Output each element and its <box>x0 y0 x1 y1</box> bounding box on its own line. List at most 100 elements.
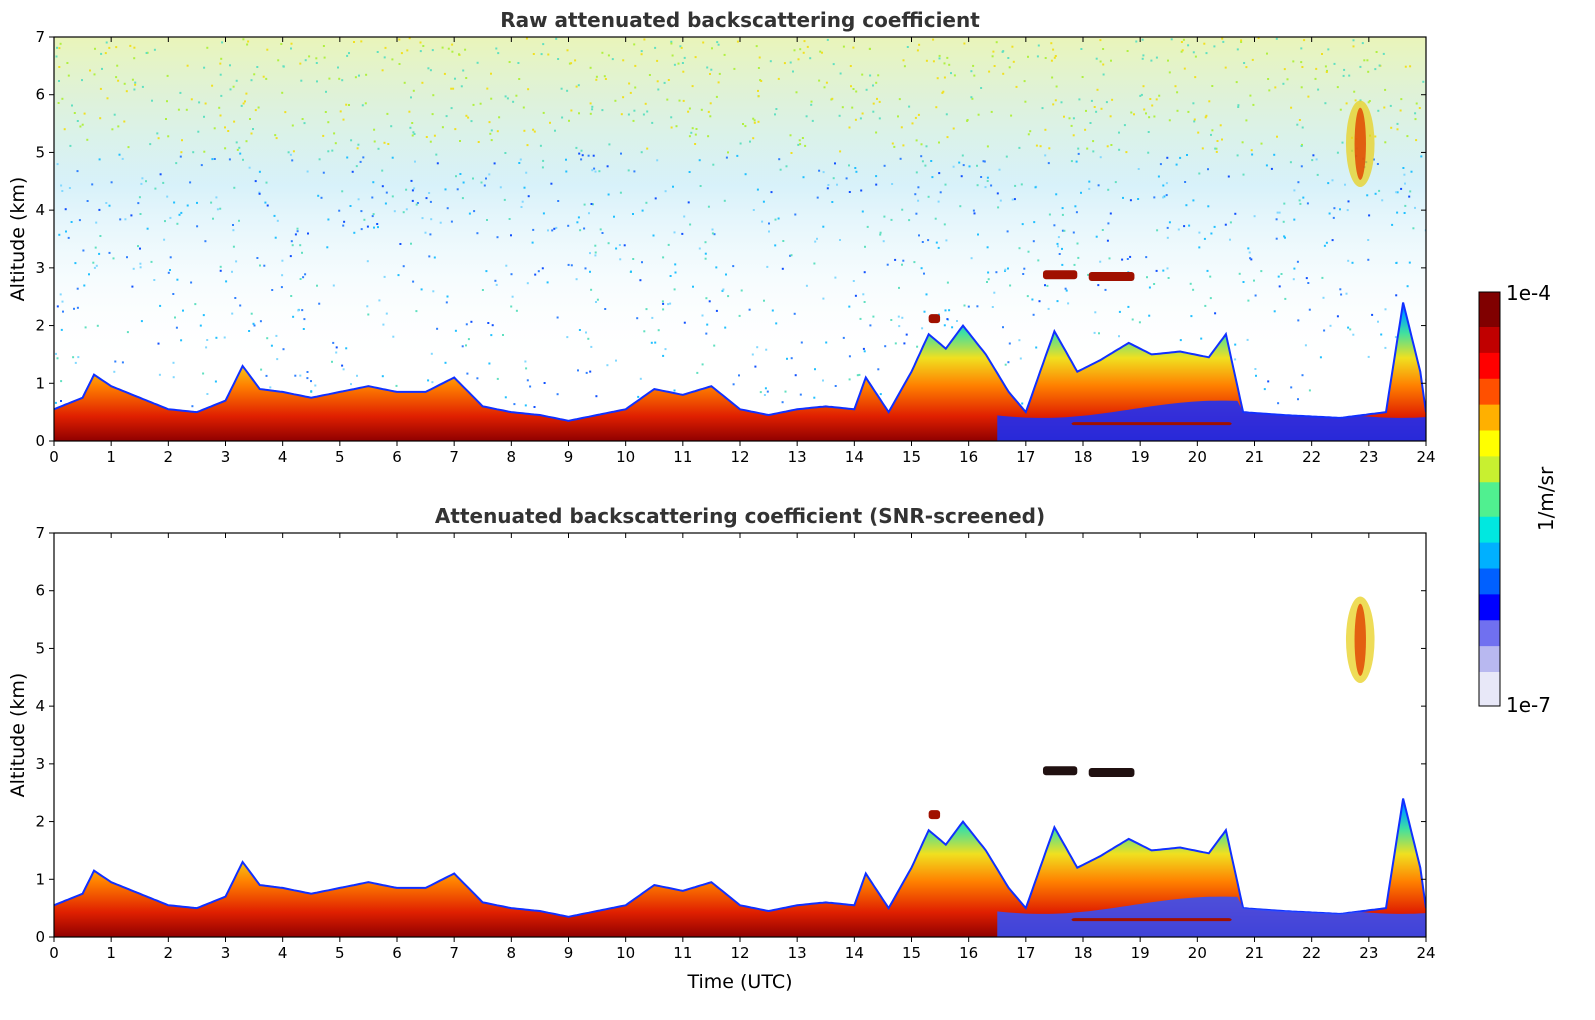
noise-speckle <box>971 97 974 100</box>
noise-speckle <box>411 199 414 202</box>
noise-speckle <box>1174 85 1177 88</box>
noise-speckle <box>599 228 602 231</box>
noise-speckle <box>702 41 705 44</box>
noise-speckle <box>886 263 889 266</box>
noise-speckle <box>770 191 773 194</box>
noise-speckle <box>411 189 414 192</box>
noise-speckle <box>1037 259 1040 262</box>
noise-speckle <box>753 119 756 122</box>
noise-speckle <box>284 111 287 114</box>
noise-speckle <box>1368 214 1371 217</box>
noise-speckle <box>711 232 714 235</box>
x-tick-label: 13 <box>788 448 807 466</box>
noise-speckle <box>1321 53 1323 55</box>
colorbar-swatch <box>1479 550 1500 560</box>
noise-speckle <box>276 358 279 361</box>
colorbar-swatch <box>1479 654 1500 664</box>
noise-speckle <box>1245 119 1248 122</box>
noise-speckle <box>291 124 294 127</box>
noise-speckle <box>282 348 285 351</box>
noise-speckle <box>901 208 904 211</box>
noise-speckle <box>310 380 312 383</box>
noise-speckle <box>712 163 715 166</box>
noise-speckle <box>1325 241 1328 244</box>
noise-speckle <box>422 45 425 47</box>
noise-speckle <box>937 200 940 203</box>
boundary-layer-edge <box>54 302 1426 422</box>
noise-speckle <box>372 181 375 184</box>
noise-speckle <box>1114 181 1117 184</box>
noise-speckle <box>93 73 96 76</box>
noise-speckle <box>948 63 951 66</box>
noise-speckle <box>496 130 499 133</box>
noise-speckle <box>578 329 581 331</box>
noise-speckle <box>826 38 829 41</box>
colorbar-swatch <box>1479 516 1500 526</box>
noise-speckle <box>1395 262 1398 264</box>
noise-speckle <box>632 119 635 122</box>
noise-speckle <box>331 149 334 152</box>
noise-speckle <box>1177 228 1180 231</box>
y-tick-label: 4 <box>35 201 45 219</box>
x-tick-label: 16 <box>959 448 978 466</box>
noise-speckle <box>623 244 626 247</box>
noise-speckle <box>1384 308 1387 311</box>
noise-speckle <box>485 177 487 180</box>
noise-speckle <box>590 288 593 291</box>
noise-speckle <box>1063 115 1065 118</box>
noise-speckle <box>468 212 471 215</box>
noise-speckle <box>318 302 321 305</box>
noise-speckle <box>1374 135 1377 138</box>
noise-speckle <box>662 302 665 305</box>
noise-speckle <box>303 122 306 125</box>
noise-speckle <box>629 91 632 94</box>
noise-speckle <box>415 310 418 313</box>
noise-speckle <box>984 186 987 189</box>
noise-speckle <box>775 108 778 110</box>
noise-speckle <box>804 144 807 147</box>
noise-speckle <box>570 264 573 267</box>
noise-speckle <box>990 184 993 187</box>
noise-speckle <box>1323 244 1326 247</box>
noise-speckle <box>290 47 292 50</box>
noise-speckle <box>425 197 428 200</box>
noise-speckle <box>98 252 101 255</box>
noise-speckle <box>897 315 900 318</box>
noise-speckle <box>583 203 586 206</box>
noise-speckle <box>266 48 269 51</box>
noise-speckle <box>717 81 720 84</box>
noise-speckle <box>62 310 64 313</box>
noise-speckle <box>1378 64 1381 67</box>
noise-speckle <box>333 132 336 135</box>
noise-speckle <box>420 288 423 291</box>
noise-speckle <box>913 261 916 264</box>
noise-speckle <box>607 242 610 245</box>
noise-speckle <box>61 97 64 100</box>
noise-speckle <box>182 309 184 312</box>
noise-speckle <box>93 266 96 269</box>
noise-speckle <box>106 97 109 100</box>
noise-speckle <box>132 267 135 270</box>
noise-speckle <box>1204 304 1207 307</box>
noise-speckle <box>95 221 98 224</box>
noise-speckle <box>547 229 549 232</box>
noise-speckle <box>643 330 646 333</box>
noise-speckle <box>799 48 802 51</box>
noise-speckle <box>980 176 983 178</box>
noise-speckle <box>633 43 636 46</box>
noise-speckle <box>942 90 945 93</box>
noise-speckle <box>490 334 493 337</box>
x-tick-label: 0 <box>49 944 59 962</box>
noise-speckle <box>774 113 776 116</box>
noise-speckle <box>1141 38 1144 41</box>
noise-speckle <box>561 116 564 119</box>
colorbar-swatch <box>1479 335 1500 345</box>
noise-speckle <box>216 208 219 211</box>
noise-speckle <box>1118 335 1120 338</box>
noise-speckle <box>258 191 261 194</box>
noise-speckle <box>231 312 234 315</box>
noise-speckle <box>752 137 755 140</box>
noise-speckle <box>76 120 79 122</box>
x-tick-label: 23 <box>1359 448 1378 466</box>
noise-speckle <box>1341 141 1344 144</box>
